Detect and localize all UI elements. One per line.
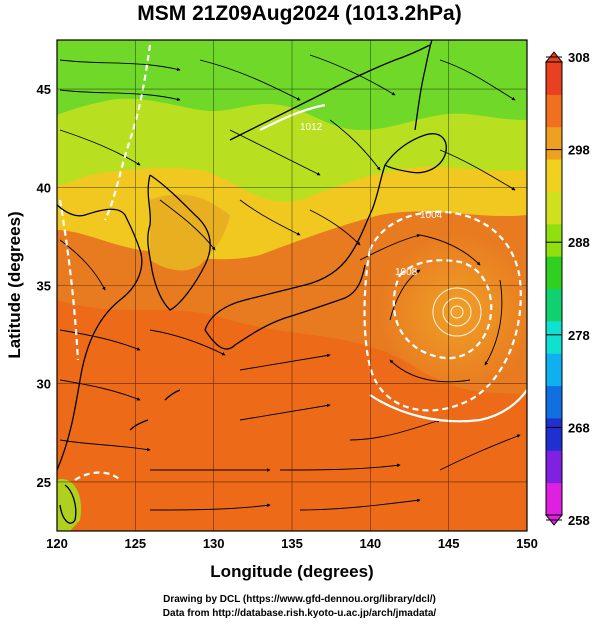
x-axis: 120 125 130 135 140 145 150 <box>46 536 538 551</box>
isobar-contours-solid <box>259 103 527 423</box>
colorbar-cell <box>546 159 562 192</box>
colorbar-cell <box>546 450 562 484</box>
x-tick-label: 125 <box>124 536 146 551</box>
colorbar-cell <box>546 191 562 225</box>
colorbar-cell <box>546 256 562 289</box>
x-tick-label: 145 <box>438 536 460 551</box>
y-axis: 25 30 35 40 45 <box>37 82 51 490</box>
x-tick-label: 150 <box>516 536 538 551</box>
map-title: MSM 21Z09Aug2024 (1013.2hPa) <box>137 2 462 25</box>
colorbar-tick-label: 298 <box>568 143 590 158</box>
colorbar-tick-label: 258 <box>568 513 590 528</box>
credit-drawing: Drawing by DCL (https://www.gfd-dennou.o… <box>163 594 436 605</box>
plot-area <box>57 40 527 531</box>
x-tick-label: 130 <box>203 536 225 551</box>
x-tick-label: 140 <box>359 536 381 551</box>
colorbar-tick-label: 288 <box>568 235 590 250</box>
wind-streamlines <box>59 54 521 511</box>
colorbar-cell <box>546 385 562 419</box>
grid-lines <box>57 40 527 531</box>
colorbar-cell <box>546 126 562 160</box>
colorbar-cell <box>546 353 562 387</box>
x-tick-label: 120 <box>46 536 68 551</box>
colorbar-cell <box>546 62 562 95</box>
colorbar-tick-label: 278 <box>568 328 590 343</box>
contour-label: 1004 <box>420 210 443 221</box>
contour-label: 1008 <box>395 267 418 278</box>
colorbar-cell <box>546 482 562 516</box>
colorbar-cell <box>546 94 562 128</box>
x-axis-label: Longitude (degrees) <box>210 562 373 581</box>
coastlines <box>57 40 447 524</box>
colorbar-cell <box>546 223 562 257</box>
y-tick-label: 30 <box>37 377 51 392</box>
x-tick-label: 135 <box>281 536 303 551</box>
y-tick-label: 25 <box>37 475 51 490</box>
storm-spiral <box>432 287 482 337</box>
colorbar-tick-label: 308 <box>568 50 590 65</box>
temperature-colorbar: 258 268 278 288 298 308 <box>544 50 590 528</box>
y-axis-label: Latitude (degrees) <box>5 211 24 358</box>
colorbar-cell <box>546 288 562 322</box>
plot-border <box>56 39 528 532</box>
y-tick-label: 40 <box>37 180 51 195</box>
credit-data: Data from http://database.rish.kyoto-u.a… <box>162 608 437 619</box>
colorbar-cell <box>546 320 562 354</box>
y-tick-label: 35 <box>37 279 51 294</box>
storm-warm-core <box>377 232 527 392</box>
isobar-contours <box>58 44 522 481</box>
y-tick-label: 45 <box>37 82 51 97</box>
colorbar-cell <box>546 417 562 451</box>
contour-label: 1012 <box>300 122 323 133</box>
colorbar-tick-label: 268 <box>568 420 590 435</box>
